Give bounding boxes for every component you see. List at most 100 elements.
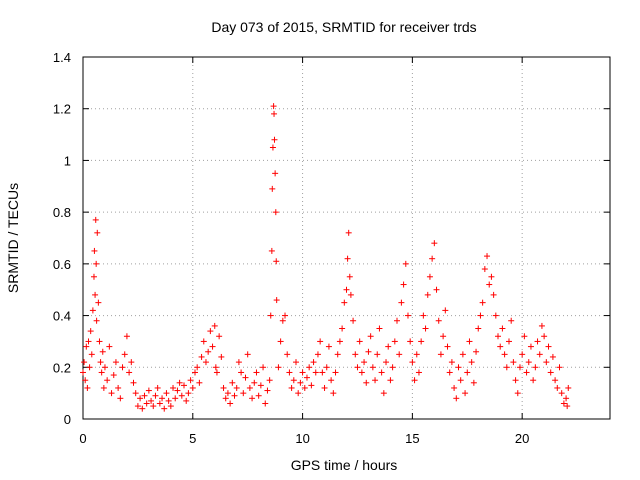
data-point (284, 351, 291, 358)
data-point (268, 247, 275, 254)
data-point (503, 364, 510, 371)
data-point (350, 317, 357, 324)
data-point (130, 379, 137, 386)
x-tick-label: 5 (189, 431, 196, 446)
data-point (367, 333, 374, 340)
data-point (424, 291, 431, 298)
data-point (422, 325, 429, 332)
data-point (457, 377, 464, 384)
data-point (475, 325, 482, 332)
data-point (141, 392, 148, 399)
data-point (306, 364, 313, 371)
data-point (330, 390, 337, 397)
plot-frame (82, 56, 611, 420)
data-point (174, 387, 181, 394)
data-point (170, 384, 177, 391)
data-point (317, 338, 324, 345)
data-point (198, 353, 205, 360)
data-point (339, 325, 346, 332)
data-point (479, 299, 486, 306)
data-point (242, 374, 249, 381)
data-point (117, 395, 124, 402)
data-point (189, 384, 196, 391)
y-tick-label: 0.8 (53, 205, 71, 220)
data-point (321, 384, 328, 391)
data-point (508, 317, 515, 324)
data-point (269, 144, 276, 151)
data-point (139, 405, 146, 412)
data-point (383, 359, 390, 366)
data-point (181, 382, 188, 389)
data-point (82, 377, 89, 384)
data-point (220, 384, 227, 391)
data-point (277, 338, 284, 345)
data-point (87, 328, 94, 335)
data-point (512, 377, 519, 384)
data-point (246, 384, 253, 391)
y-tick-label: 1.2 (53, 102, 71, 117)
data-point (97, 359, 104, 366)
data-point (211, 322, 218, 329)
data-point (433, 286, 440, 293)
data-point (137, 395, 144, 402)
data-point (323, 364, 330, 371)
x-tick-label: 20 (515, 431, 529, 446)
data-point (521, 333, 528, 340)
data-point (89, 307, 96, 314)
data-point (209, 343, 216, 350)
data-point (108, 390, 115, 397)
data-point (448, 359, 455, 366)
data-point (536, 351, 543, 358)
y-tick-label: 0.2 (53, 360, 71, 375)
data-point (492, 312, 499, 319)
data-point (88, 351, 95, 358)
data-point (233, 384, 240, 391)
data-point (270, 103, 277, 110)
data-point (354, 364, 361, 371)
data-point (303, 374, 310, 381)
data-point (101, 364, 108, 371)
data-point (440, 333, 447, 340)
data-point (361, 359, 368, 366)
data-point (262, 400, 269, 407)
data-point (411, 377, 418, 384)
data-point (183, 397, 190, 404)
data-point (525, 359, 532, 366)
data-point (271, 110, 278, 117)
y-tick-label: 1 (64, 153, 71, 168)
data-point (159, 395, 166, 402)
data-point (308, 382, 315, 389)
data-point (84, 384, 91, 391)
data-point (290, 377, 297, 384)
data-point (344, 255, 351, 262)
data-point (565, 384, 572, 391)
data-point (356, 338, 363, 345)
data-point (552, 377, 559, 384)
data-point (516, 364, 523, 371)
data-point (563, 395, 570, 402)
data-point (104, 377, 111, 384)
data-point (328, 377, 335, 384)
data-point (80, 369, 86, 376)
data-point (167, 403, 174, 410)
data-point (207, 328, 214, 335)
data-point (99, 348, 106, 355)
data-point (365, 348, 372, 355)
x-tick-label: 0 (79, 431, 86, 446)
data-point (152, 392, 159, 399)
data-point (462, 390, 469, 397)
data-point (92, 216, 99, 223)
data-point (295, 390, 302, 397)
data-point (437, 351, 444, 358)
data-point (332, 369, 339, 376)
data-point (187, 377, 194, 384)
chart-title: Day 073 of 2015, SRMTID for receiver trd… (211, 19, 476, 35)
data-point (347, 291, 354, 298)
data-point (444, 343, 451, 350)
data-point (269, 185, 276, 192)
data-point (385, 343, 392, 350)
data-point (163, 390, 170, 397)
data-point (112, 359, 119, 366)
data-point (235, 359, 242, 366)
data-point (238, 369, 245, 376)
